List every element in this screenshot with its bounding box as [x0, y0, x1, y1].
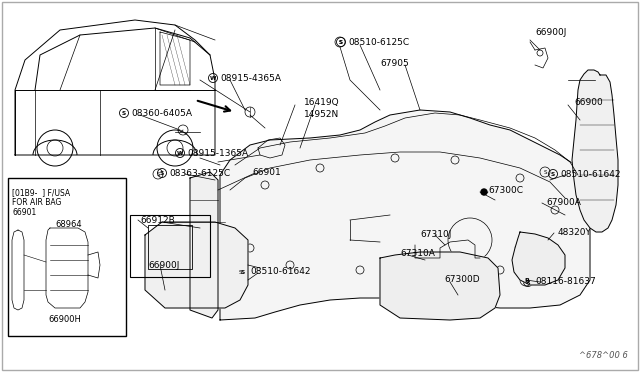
Text: R: R — [525, 278, 529, 282]
Text: 08363-6125C: 08363-6125C — [169, 169, 230, 177]
Circle shape — [198, 225, 202, 231]
Text: 67300D: 67300D — [444, 276, 479, 285]
Text: 67310A: 67310A — [400, 250, 435, 259]
Text: 66900H: 66900H — [48, 315, 81, 324]
Polygon shape — [380, 252, 500, 320]
Text: R: R — [525, 279, 531, 285]
Text: 16419Q: 16419Q — [304, 97, 340, 106]
Text: 67905: 67905 — [380, 58, 409, 67]
Text: 67300C: 67300C — [488, 186, 523, 195]
Text: 08116-81637: 08116-81637 — [535, 278, 596, 286]
Text: ^678^00 6: ^678^00 6 — [579, 351, 628, 360]
Text: S: S — [238, 269, 242, 275]
Text: FOR AIR BAG: FOR AIR BAG — [12, 198, 61, 207]
Text: 67900A: 67900A — [546, 198, 581, 206]
Polygon shape — [220, 110, 590, 320]
Text: W: W — [177, 151, 183, 155]
Text: S: S — [339, 39, 342, 45]
Text: 08360-6405A: 08360-6405A — [131, 109, 192, 118]
Polygon shape — [512, 232, 565, 285]
Text: 68964: 68964 — [55, 220, 82, 229]
Text: 67310J: 67310J — [420, 230, 451, 238]
Bar — [8, 178, 126, 336]
Text: S: S — [122, 110, 126, 115]
Text: 48320Y: 48320Y — [558, 228, 592, 237]
Text: 08510-61642: 08510-61642 — [560, 170, 621, 179]
Text: S: S — [551, 171, 555, 176]
Text: S: S — [160, 170, 164, 176]
Polygon shape — [190, 172, 218, 318]
Text: 66900J: 66900J — [148, 260, 179, 269]
Text: S: S — [543, 170, 547, 174]
Text: 08915-1365A: 08915-1365A — [187, 148, 248, 157]
Text: 66900J: 66900J — [535, 28, 566, 36]
Bar — [148, 225, 192, 269]
Text: S: S — [339, 39, 343, 45]
Text: S: S — [241, 269, 245, 275]
Text: 08510-6125C: 08510-6125C — [348, 38, 409, 46]
Text: 66901: 66901 — [12, 208, 36, 217]
Polygon shape — [572, 70, 618, 232]
Text: 66900: 66900 — [574, 97, 603, 106]
Text: [01B9-  ] F/USA: [01B9- ] F/USA — [12, 188, 70, 197]
Bar — [130, 215, 210, 277]
Polygon shape — [145, 222, 248, 308]
Text: 08510-61642: 08510-61642 — [250, 267, 310, 276]
Circle shape — [481, 189, 487, 195]
Text: 66912B: 66912B — [140, 215, 175, 224]
Text: W: W — [210, 76, 216, 80]
Text: 14952N: 14952N — [304, 109, 339, 119]
Text: S: S — [156, 171, 160, 176]
Text: 08915-4365A: 08915-4365A — [220, 74, 281, 83]
Text: 66901: 66901 — [252, 167, 281, 176]
